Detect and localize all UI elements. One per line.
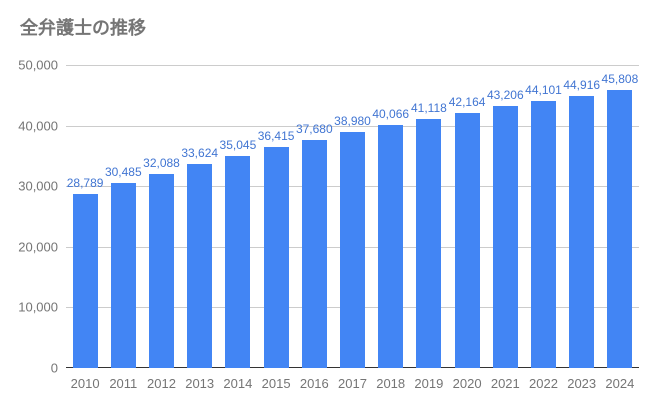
bar-value-label: 42,164 [448, 94, 486, 109]
bar-2020[interactable] [454, 112, 480, 368]
bar-value-label: 35,045 [219, 137, 257, 152]
bar-2012[interactable] [149, 173, 174, 368]
bar-value-label: 37,680 [295, 121, 333, 136]
bar-2019[interactable] [416, 118, 442, 368]
x-axis-tick-label: 2012 [147, 376, 176, 391]
bar-value-label: 30,485 [104, 165, 142, 180]
bar-value-label: 44,101 [525, 82, 562, 97]
bar-2011[interactable] [110, 183, 136, 368]
bar-2013[interactable] [187, 164, 213, 368]
x-axis-tick-label: 2016 [299, 376, 329, 391]
bar-2016[interactable] [301, 139, 327, 368]
x-axis-tick-label: 2014 [223, 376, 253, 391]
y-axis-tick-label: 10,000 [18, 299, 58, 315]
x-axis-tick-label: 2010 [70, 376, 100, 391]
x-axis-tick-label: 2020 [452, 376, 482, 391]
bar-2017[interactable] [340, 131, 365, 368]
bar-value-label: 43,206 [486, 88, 524, 103]
bar-2021[interactable] [492, 106, 518, 368]
x-axis-tick-label: 2022 [529, 376, 558, 391]
bar-2015[interactable] [263, 147, 289, 368]
x-axis-tick-label: 2021 [490, 376, 520, 391]
x-axis-tick-label: 2024 [605, 376, 635, 391]
bar-2018[interactable] [378, 125, 404, 368]
bar-value-label: 28,789 [66, 175, 104, 190]
x-axis-tick-label: 2018 [376, 376, 406, 391]
bar-2023[interactable] [569, 95, 595, 368]
x-axis-tick-label: 2013 [185, 376, 215, 391]
bar-value-label: 38,980 [334, 113, 371, 128]
bar-value-label: 44,916 [563, 77, 601, 92]
bar-2014[interactable] [225, 155, 251, 368]
bar-value-label: 41,118 [410, 100, 447, 115]
bar-value-label: 32,088 [143, 155, 180, 170]
y-axis-tick-label: 30,000 [18, 178, 58, 194]
gridline [66, 125, 639, 127]
y-axis-tick-label: 50,000 [18, 57, 58, 73]
bar-2022[interactable] [531, 100, 556, 368]
gridline [66, 65, 639, 66]
bar-value-label: 45,808 [601, 72, 639, 87]
chart-title: 全弁護士の推移 [20, 18, 146, 38]
y-axis-tick-label: 20,000 [18, 239, 58, 255]
bar-value-label: 33,624 [181, 146, 219, 161]
y-axis-tick-label: 0 [50, 360, 58, 376]
x-axis-tick-label: 2015 [261, 376, 291, 391]
bar-2010[interactable] [72, 193, 98, 368]
y-axis-tick-label: 40,000 [18, 118, 58, 134]
bar-value-label: 36,415 [257, 129, 295, 144]
bar-2024[interactable] [607, 90, 633, 368]
x-axis-tick-label: 2011 [109, 376, 138, 391]
bar-value-label: 40,066 [372, 107, 410, 122]
x-axis-tick-label: 2017 [338, 376, 367, 391]
x-axis-tick-label: 2019 [414, 376, 444, 391]
plot-area: 28,789 30,485 32,088 33,624 35,045 36,415 37,6… [66, 65, 639, 368]
x-axis-tick-label: 2023 [567, 376, 597, 391]
